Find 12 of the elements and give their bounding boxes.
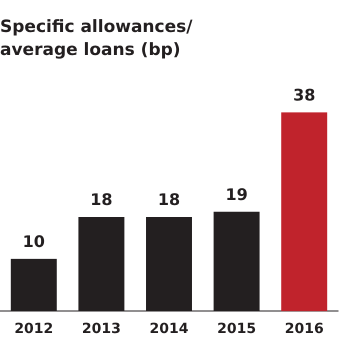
- data-label: 18: [158, 190, 180, 210]
- data-label: 19: [225, 184, 248, 204]
- x-tick-label: 2016: [284, 321, 324, 338]
- bar: [281, 112, 328, 312]
- data-label: 38: [293, 86, 316, 105]
- x-tick-label: 2015: [217, 321, 256, 338]
- chart-title: Specific allowances/ average loans (bp): [0, 16, 194, 60]
- x-tick-label: 2014: [150, 321, 189, 338]
- x-tick-label: 2013: [82, 321, 121, 338]
- x-tick-label: 2012: [14, 321, 54, 338]
- data-label: 18: [90, 190, 113, 210]
- data-label: 10: [22, 232, 45, 252]
